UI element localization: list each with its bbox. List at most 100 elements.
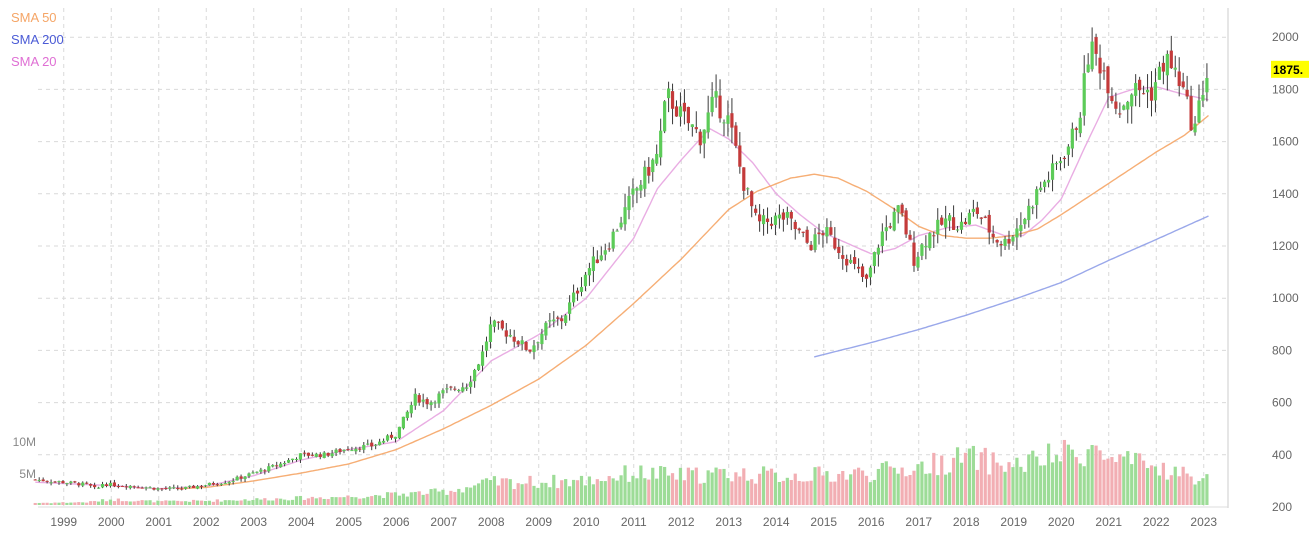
candle-body — [833, 237, 837, 249]
candle-body — [754, 208, 758, 213]
volume-bar — [294, 496, 299, 505]
candle-body — [255, 471, 259, 473]
volume-bar — [476, 483, 481, 505]
candle-body — [223, 483, 227, 485]
volume-bar — [1070, 449, 1074, 505]
candle-body — [524, 341, 528, 350]
candle-body — [393, 436, 398, 439]
volume-bar — [845, 479, 849, 505]
candle-body — [726, 115, 730, 124]
candle-body — [132, 486, 136, 488]
candle-body — [425, 399, 429, 405]
volume-bar — [1058, 461, 1063, 505]
volume-bar — [991, 452, 995, 505]
volume-bar — [983, 447, 987, 505]
volume-bar — [374, 494, 378, 505]
candle-body — [37, 479, 41, 481]
candle-body — [100, 484, 105, 488]
x-tick-label: 2011 — [621, 515, 647, 529]
volume-bar — [211, 501, 215, 505]
candle-body — [568, 302, 572, 314]
volume-bar — [496, 485, 500, 505]
volume-bar — [152, 502, 156, 505]
candle-body — [516, 341, 520, 345]
volume-bar — [659, 466, 663, 505]
candle-body — [698, 131, 702, 146]
moving-average-lines — [35, 86, 1209, 490]
candle-body — [1165, 53, 1169, 76]
volume-bar — [168, 500, 172, 505]
candle-body — [896, 205, 900, 213]
candle-body — [1046, 179, 1051, 183]
volume-bar — [275, 498, 279, 505]
candle-body — [211, 483, 215, 485]
volume-bar — [128, 501, 132, 505]
legend-sma50: SMA 50 — [11, 10, 57, 25]
candle-body — [734, 125, 738, 146]
candle-body — [148, 487, 152, 489]
candle-body — [326, 452, 330, 456]
candle-body — [286, 459, 291, 463]
volume-bar — [666, 475, 671, 505]
last-price-text: 1875. — [1273, 63, 1303, 77]
candle-body — [188, 485, 192, 487]
volume-bar — [932, 452, 936, 505]
volume-bar — [864, 475, 869, 505]
volume-bar — [108, 499, 113, 505]
candle-body — [1031, 207, 1035, 209]
x-tick-label: 2000 — [98, 515, 125, 529]
y-tick-label: 1800 — [1272, 82, 1299, 96]
candle-body — [603, 250, 607, 255]
volume-bar — [104, 501, 109, 505]
volume-bar — [916, 464, 920, 505]
volume-bar — [876, 468, 880, 505]
volume-bar — [955, 447, 960, 505]
candle-body — [1023, 219, 1027, 225]
candle-body — [207, 482, 212, 486]
volume-bar — [627, 481, 631, 505]
volume-bar — [1177, 476, 1181, 505]
candle-body — [876, 247, 880, 255]
volume-bar — [326, 499, 330, 505]
candle-body — [469, 381, 473, 388]
volume-bar — [1074, 457, 1078, 505]
volume-bar — [279, 498, 283, 505]
volume-bar — [1181, 466, 1185, 505]
candle-body — [631, 188, 635, 195]
volume-bar — [718, 469, 722, 505]
candle-body — [544, 322, 548, 336]
volume-bar — [908, 474, 912, 505]
volume-bar — [89, 501, 93, 505]
candle-body — [1110, 96, 1114, 102]
candle-body — [1185, 89, 1189, 97]
sma20-line — [35, 86, 1209, 490]
volume-bar — [350, 496, 354, 505]
candle-body — [73, 481, 77, 483]
volume-bar — [690, 470, 694, 505]
candle-body — [647, 166, 651, 176]
candle-body — [912, 242, 916, 266]
candle-body — [805, 229, 809, 243]
candle-body — [1126, 101, 1130, 110]
candle-body — [1043, 181, 1047, 188]
volume-bar — [433, 488, 437, 505]
volume-bar — [951, 457, 956, 505]
volume-bar — [805, 481, 809, 505]
candle-body — [85, 482, 89, 484]
volume-bar — [1138, 453, 1142, 505]
volume-bar — [160, 501, 164, 505]
volume-bar — [682, 480, 687, 505]
candle-body — [374, 444, 378, 446]
volume-bar — [647, 479, 651, 505]
candle-body — [330, 453, 334, 457]
volume-bar — [773, 472, 778, 505]
volume-bar — [1015, 457, 1019, 505]
candle-body — [65, 483, 69, 485]
candle-body — [1050, 163, 1055, 180]
candle-body — [41, 479, 45, 482]
candle-body — [702, 129, 706, 144]
candle-body — [176, 487, 180, 489]
candle-body — [433, 402, 437, 404]
candle-body — [995, 239, 999, 243]
candle-body — [761, 215, 766, 225]
